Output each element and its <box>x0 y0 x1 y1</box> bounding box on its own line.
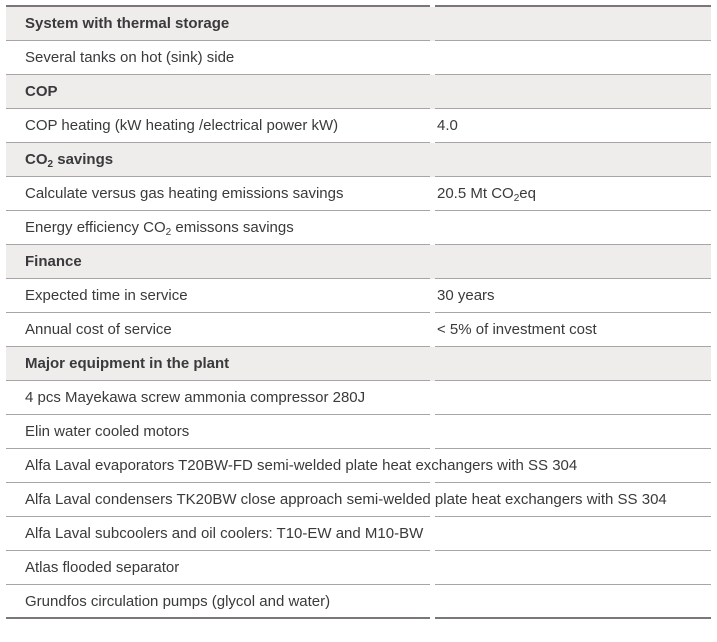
table-row: Grundfos circulation pumps (glycol and w… <box>6 585 711 619</box>
spec-value: 30 years <box>437 286 495 304</box>
value-text-pre: 20.5 Mt CO <box>437 184 514 202</box>
table-row: Calculate versus gas heating emissions s… <box>6 177 711 211</box>
subscript-2: 2 <box>47 158 54 170</box>
section-header-label: COP <box>25 82 58 100</box>
value-text-post: eq <box>519 184 536 202</box>
section-header-row-major-equipment: Major equipment in the plant <box>6 347 711 381</box>
table-row: Energy efficiency CO2 emissons savings <box>6 211 711 245</box>
table-row: 4 pcs Mayekawa screw ammonia compressor … <box>6 381 711 415</box>
spec-table: System with thermal storage Several tank… <box>6 5 711 619</box>
spec-label: Alfa Laval condensers TK20BW close appro… <box>25 490 667 508</box>
table-row: COP heating (kW heating /electrical powe… <box>6 109 711 143</box>
spec-label: Grundfos circulation pumps (glycol and w… <box>25 592 331 610</box>
subscript-2: 2 <box>513 192 520 204</box>
header-text-post: savings <box>53 150 114 168</box>
table-top-rule <box>6 5 711 7</box>
section-header-label: CO2 savings <box>6 144 711 177</box>
table-row: Alfa Laval condensers TK20BW close appro… <box>6 483 711 517</box>
table-row: Several tanks on hot (sink) side <box>6 41 711 75</box>
spec-label: Elin water cooled motors <box>25 422 190 440</box>
spec-value: 4.0 <box>437 116 458 134</box>
label-text-pre: Energy efficiency CO <box>25 218 166 236</box>
spec-label: Atlas flooded separator <box>25 558 180 576</box>
spec-value: < 5% of investment cost <box>437 320 597 338</box>
spec-label: Several tanks on hot (sink) side <box>25 48 235 66</box>
section-header-row-system: System with thermal storage <box>6 7 711 41</box>
subscript-2: 2 <box>165 226 172 238</box>
section-header-row-cop: COP <box>6 75 711 109</box>
table-row: Alfa Laval evaporators T20BW-FD semi-wel… <box>6 449 711 483</box>
spec-label: Alfa Laval evaporators T20BW-FD semi-wel… <box>25 456 578 474</box>
section-header-row-co2-savings: CO2 savings <box>6 143 711 177</box>
spec-value: 20.5 Mt CO2eq <box>435 178 711 211</box>
section-header-label: Finance <box>25 252 82 270</box>
spec-label: Alfa Laval subcoolers and oil coolers: T… <box>25 524 424 542</box>
section-header-row-finance: Finance <box>6 245 711 279</box>
table-row: Expected time in service 30 years <box>6 279 711 313</box>
spec-label: 4 pcs Mayekawa screw ammonia compressor … <box>25 388 366 406</box>
section-header-label: System with thermal storage <box>25 14 230 32</box>
table-row: Annual cost of service < 5% of investmen… <box>6 313 711 347</box>
label-text-post: emissons savings <box>171 218 294 236</box>
spec-label: Expected time in service <box>25 286 188 304</box>
section-header-label: Major equipment in the plant <box>25 354 230 372</box>
spec-label: Energy efficiency CO2 emissons savings <box>6 212 711 245</box>
spec-label: COP heating (kW heating /electrical powe… <box>25 116 339 134</box>
table-row: Alfa Laval subcoolers and oil coolers: T… <box>6 517 711 551</box>
table-row: Atlas flooded separator <box>6 551 711 585</box>
spec-label: Calculate versus gas heating emissions s… <box>25 184 344 202</box>
header-text-pre: CO <box>25 150 48 168</box>
table-row: Elin water cooled motors <box>6 415 711 449</box>
spec-label: Annual cost of service <box>25 320 172 338</box>
